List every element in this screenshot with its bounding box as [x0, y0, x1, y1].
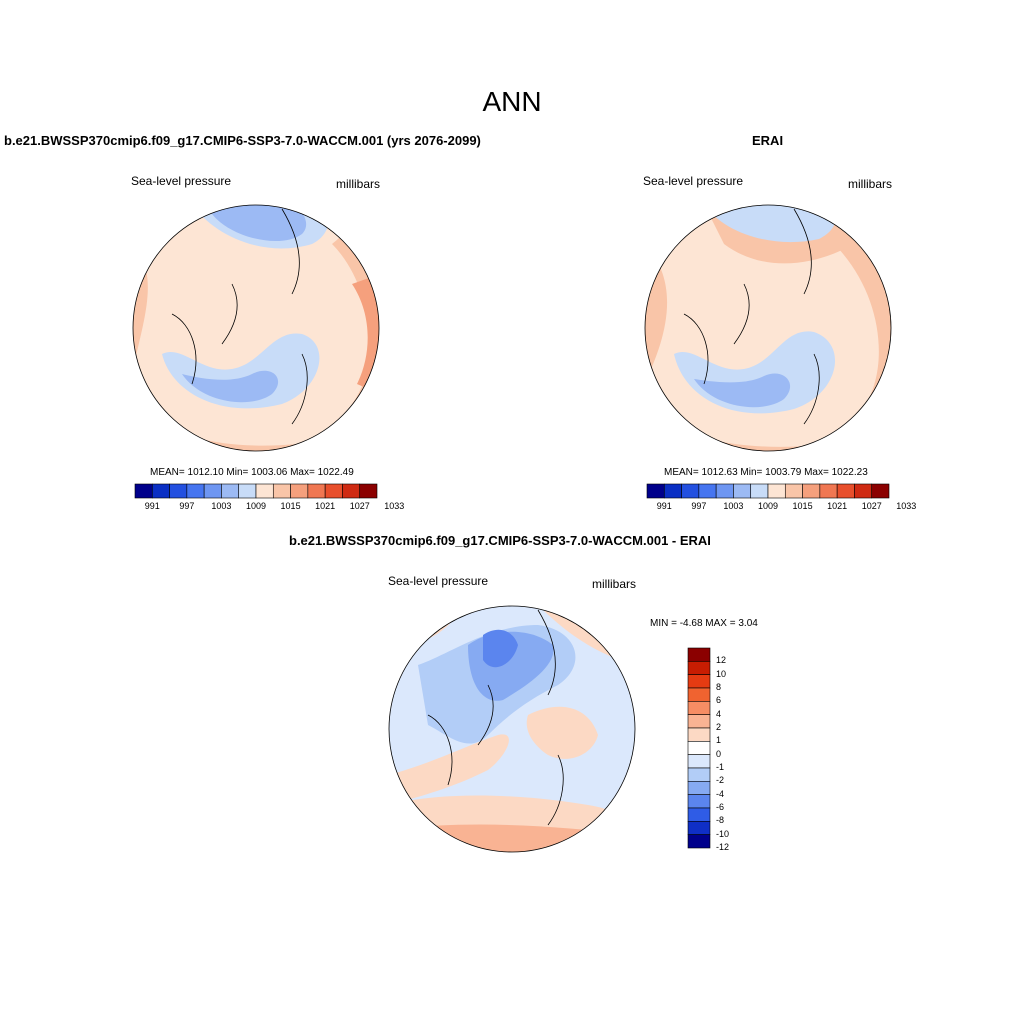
colorbar-swatch: [698, 483, 717, 499]
colorbar-swatch: [687, 727, 711, 742]
colorbar-tick-label: 991: [656, 501, 672, 511]
colorbar-swatch: [750, 483, 769, 499]
colorbar-swatch: [272, 483, 291, 499]
colorbar-swatch: [687, 647, 711, 662]
colorbar-tick-label: 997: [691, 501, 707, 511]
colorbar-tick-label: 1009: [245, 501, 267, 511]
colorbar-tick-label: -1: [716, 762, 725, 772]
colorbar-swatch: [687, 834, 711, 849]
colorbar-swatch: [715, 483, 734, 499]
colorbar-tick-label: 1033: [384, 501, 405, 511]
colorbar-swatch: [687, 781, 711, 795]
model-panel-title: b.e21.BWSSP370cmip6.f09_g17.CMIP6-SSP3-7…: [4, 133, 481, 148]
diff-panel-title: b.e21.BWSSP370cmip6.f09_g17.CMIP6-SSP3-7…: [289, 533, 711, 548]
obs-units-label: millibars: [848, 177, 893, 191]
colorbar-swatch: [687, 794, 711, 809]
colorbar-swatch: [767, 483, 786, 499]
diff-units-label: millibars: [592, 577, 637, 591]
colorbar-swatch: [819, 483, 838, 499]
colorbar-swatch: [663, 483, 682, 499]
colorbar-tick-label: -8: [716, 815, 725, 826]
colorbar-swatch: [238, 483, 257, 499]
colorbar-tick-label: 1: [716, 735, 722, 746]
colorbar-swatch: [687, 714, 711, 729]
colorbar-swatch: [307, 483, 326, 499]
colorbar-swatch: [784, 483, 803, 499]
colorbar-tick-label: 1021: [315, 501, 336, 511]
colorbar-swatch: [255, 483, 274, 499]
colorbar-tick-label: 12: [716, 655, 727, 666]
colorbar-tick-label: 1003: [211, 501, 232, 511]
colorbar-tick-label: 997: [179, 501, 195, 511]
colorbar-tick-label: 1033: [896, 501, 917, 511]
colorbar-swatch: [687, 741, 711, 755]
colorbar-tick-label: 1003: [723, 501, 744, 511]
model-units-label: millibars: [336, 177, 381, 191]
colorbar-swatch: [687, 821, 711, 835]
colorbar-swatch: [342, 483, 361, 499]
colorbar-swatch: [687, 807, 711, 822]
colorbar-swatch: [871, 483, 890, 499]
colorbar-tick-label: 991: [144, 501, 160, 511]
colorbar-swatch: [687, 701, 711, 715]
colorbar-swatch: [836, 483, 855, 499]
colorbar-swatch: [646, 483, 665, 499]
colorbar-tick-label: 2: [716, 722, 722, 732]
colorbar-tick-label: -2: [716, 775, 725, 786]
colorbar-swatch: [290, 483, 309, 499]
colorbar-swatch: [359, 483, 378, 499]
colorbar-swatch: [687, 661, 711, 675]
colorbar-tick-label: -6: [716, 802, 725, 812]
colorbar-tick-label: 8: [716, 682, 722, 692]
colorbar-swatch: [324, 483, 343, 499]
colorbar-tick-label: 6: [716, 695, 722, 706]
colorbar-swatch: [687, 754, 711, 769]
colorbar-swatch: [221, 483, 240, 499]
colorbar-swatch: [203, 483, 222, 499]
colorbar-tick-label: 1027: [861, 501, 882, 511]
colorbar-swatch: [687, 674, 711, 689]
obs-panel-title: ERAI: [752, 133, 784, 148]
model-variable-label: Sea-level pressure: [131, 174, 232, 188]
colorbar-tick-label: 1009: [757, 501, 779, 511]
colorbar-swatch: [802, 483, 821, 499]
obs-colorbar: [646, 483, 890, 499]
colorbar-swatch: [687, 767, 711, 782]
colorbar-tick-label: 1015: [280, 501, 301, 511]
colorbar-swatch: [134, 483, 153, 499]
colorbar-tick-label: 1015: [792, 501, 813, 511]
colorbar-tick-label: -12: [716, 842, 730, 852]
page-title: ANN: [482, 86, 542, 117]
colorbar-swatch: [151, 483, 170, 499]
model-stats: MEAN= 1012.10 Min= 1003.06 Max= 1022.49: [150, 467, 354, 478]
colorbar-swatch: [169, 483, 188, 499]
colorbar-swatch: [854, 483, 873, 499]
model-polar-map: [132, 204, 380, 452]
colorbar-tick-label: 1021: [827, 501, 848, 511]
colorbar-swatch: [681, 483, 700, 499]
colorbar-swatch: [687, 687, 711, 702]
colorbar-tick-label: 4: [716, 708, 722, 719]
colorbar-tick-label: 0: [716, 748, 722, 759]
obs-stats: MEAN= 1012.63 Min= 1003.79 Max= 1022.23: [664, 467, 868, 478]
colorbar-tick-label: -10: [716, 828, 730, 839]
colorbar-swatch: [733, 483, 752, 499]
diff-colorbar: [687, 647, 711, 849]
diff-polar-map: [388, 605, 636, 853]
obs-polar-map: [644, 204, 892, 452]
colorbar-tick-label: 10: [716, 668, 727, 679]
model-colorbar: [134, 483, 378, 499]
colorbar-tick-label: 1027: [349, 501, 370, 511]
obs-variable-label: Sea-level pressure: [643, 174, 744, 188]
colorbar-tick-label: -4: [716, 788, 725, 799]
colorbar-swatch: [186, 483, 205, 499]
diff-stats: MIN = -4.68 MAX = 3.04: [650, 618, 758, 629]
diff-variable-label: Sea-level pressure: [388, 574, 489, 588]
